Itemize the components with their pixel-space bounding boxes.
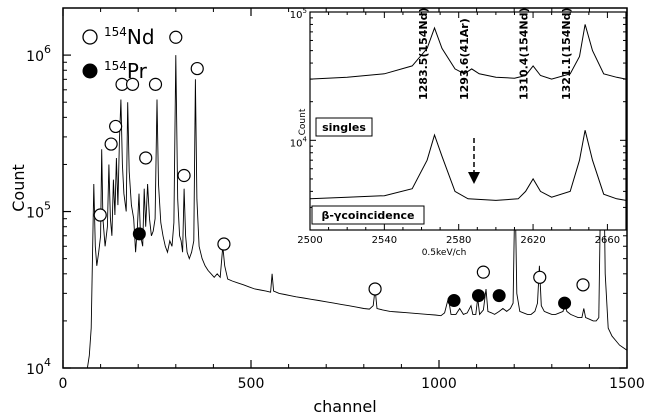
- legend-nd-label: 154Nd: [104, 25, 155, 49]
- y-tick-label: 106: [26, 43, 51, 65]
- pr-peak-marker: [471, 289, 485, 303]
- nd-peak-marker: [148, 77, 163, 91]
- inset-peak-annotation: 1283.5(154Nd): [417, 7, 430, 100]
- pr-peak-marker: [447, 294, 461, 308]
- nd-peak-marker: [576, 278, 590, 292]
- pr-peak-marker: [132, 227, 146, 241]
- nd-peak-marker: [109, 119, 123, 134]
- x-tick-label: 1500: [609, 376, 645, 392]
- legend-open-circle-icon: [82, 29, 98, 45]
- legend: 154Nd 154Pr: [82, 25, 155, 83]
- pr-peak-marker: [558, 296, 572, 310]
- nd-peak-marker: [476, 265, 490, 279]
- inset-x-tick-label: 2660: [595, 235, 620, 246]
- nd-peak-marker: [177, 168, 191, 183]
- nd-peak-marker: [139, 151, 153, 165]
- nd-peak-marker: [190, 61, 204, 76]
- inset-peak-annotation: 1293.6(41Ar): [458, 18, 471, 100]
- inset-x-tick-label: 2580: [446, 235, 471, 246]
- inset-coincidence-text: β-γcoincidence: [321, 209, 414, 222]
- legend-pr-label: 154Pr: [104, 59, 148, 83]
- y-tick-label: 105: [26, 200, 51, 222]
- x-axis-label: channel: [313, 397, 376, 416]
- nd-peak-marker: [93, 208, 107, 222]
- inset-singles-line: [309, 24, 627, 80]
- inset-x-tick-label: 2540: [372, 235, 397, 246]
- nd-peak-marker: [125, 77, 140, 91]
- inset-y-axis-label: Count: [298, 108, 308, 135]
- inset-x-tick-label: 2620: [520, 235, 545, 246]
- nd-peak-marker: [104, 137, 118, 151]
- nd-peak-marker: [169, 30, 183, 44]
- x-tick-label: 1000: [421, 376, 457, 392]
- pr-peak-marker: [492, 289, 506, 303]
- y-axis-label: Count: [9, 164, 28, 212]
- inset-y-tick-label: 105: [290, 7, 307, 21]
- inset-x-axis-label: 0.5keV/ch: [422, 248, 467, 258]
- nd-peak-marker: [533, 270, 547, 284]
- inset-panel-label-coincidence: β-γcoincidence: [311, 205, 425, 225]
- inset-peak-annotation: 1321.1(154Nd): [560, 7, 573, 100]
- inset-y-tick-label: 104: [290, 135, 308, 149]
- inset-coincidence-line: [309, 130, 627, 201]
- legend-filled-circle-icon: [82, 63, 98, 79]
- arrow-icon: [468, 138, 480, 184]
- legend-nd-element: Nd: [127, 25, 155, 49]
- main-markers: [93, 30, 611, 310]
- inset-singles-text: singles: [322, 121, 366, 134]
- main-plot-frame: [62, 7, 628, 369]
- inset-ticks: 2500 2540 2580 2620 2660 104 105: [290, 7, 626, 246]
- x-tick-label: 0: [59, 376, 68, 392]
- inset-panel-label-singles: singles: [315, 117, 373, 137]
- main-plot: 0 500 1000 1500 104 105 106 channel Count: [9, 7, 645, 416]
- inset-peak-annotation: 1310.4(154Nd): [518, 7, 531, 100]
- nd-peak-marker: [368, 282, 382, 296]
- main-ticks: 0 500 1000 1500 104 105 106: [26, 7, 645, 392]
- legend-pr-mass: 154: [104, 59, 127, 73]
- legend-nd-mass: 154: [104, 25, 127, 39]
- inset-x-tick-label: 2500: [297, 235, 322, 246]
- nd-peak-marker: [217, 237, 231, 251]
- y-tick-label: 104: [26, 356, 51, 378]
- x-tick-label: 500: [238, 376, 265, 392]
- legend-pr-element: Pr: [127, 59, 148, 83]
- inset-plot: 2500 2540 2580 2620 2660 104 105 singles β-γco…: [290, 7, 627, 258]
- inset-annotations: 1283.5(154Nd) 1293.6(41Ar) 1310.4(154Nd) 13…: [417, 7, 573, 100]
